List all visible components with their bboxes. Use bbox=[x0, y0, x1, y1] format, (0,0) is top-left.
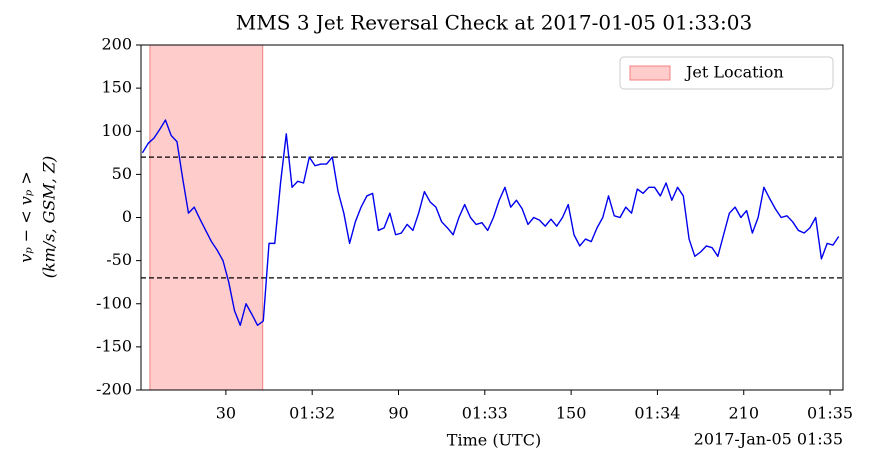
x-tick-label: 01:33 bbox=[462, 404, 508, 423]
y-tick-label: -50 bbox=[106, 250, 132, 269]
x-tick-label: 01:32 bbox=[289, 404, 335, 423]
x-tick-label: 150 bbox=[556, 404, 587, 423]
legend-label: Jet Location bbox=[684, 63, 784, 82]
x-tick-label: 90 bbox=[388, 404, 408, 423]
y-tick-label: 150 bbox=[101, 78, 132, 97]
y-tick-label: 200 bbox=[101, 35, 132, 54]
legend-box bbox=[619, 56, 834, 90]
y-tick-label: -150 bbox=[96, 336, 132, 355]
y-axis-label: vₚ − < vₚ > bbox=[17, 171, 36, 262]
y-tick-label: -200 bbox=[96, 380, 132, 399]
y-tick-label: 0 bbox=[122, 207, 132, 226]
x-tick-label: 01:35 bbox=[807, 404, 853, 423]
y-tick-label: 50 bbox=[112, 164, 132, 183]
x-tick-label: 210 bbox=[728, 404, 759, 423]
legend-swatch bbox=[629, 65, 671, 81]
chart-title: MMS 3 Jet Reversal Check at 2017-01-05 0… bbox=[236, 11, 752, 35]
data-line bbox=[141, 119, 840, 327]
x-offset-label: 2017-Jan-05 01:35 bbox=[694, 430, 843, 449]
y-tick-label: -100 bbox=[96, 293, 132, 312]
y-axis-label: (km/s, GSM, Z) bbox=[40, 156, 59, 279]
x-axis-label: Time (UTC) bbox=[447, 431, 541, 450]
x-tick-label: 01:34 bbox=[634, 404, 680, 423]
y-tick-label: 100 bbox=[101, 121, 132, 140]
x-tick-label: 30 bbox=[216, 404, 236, 423]
jet-span bbox=[149, 44, 264, 391]
